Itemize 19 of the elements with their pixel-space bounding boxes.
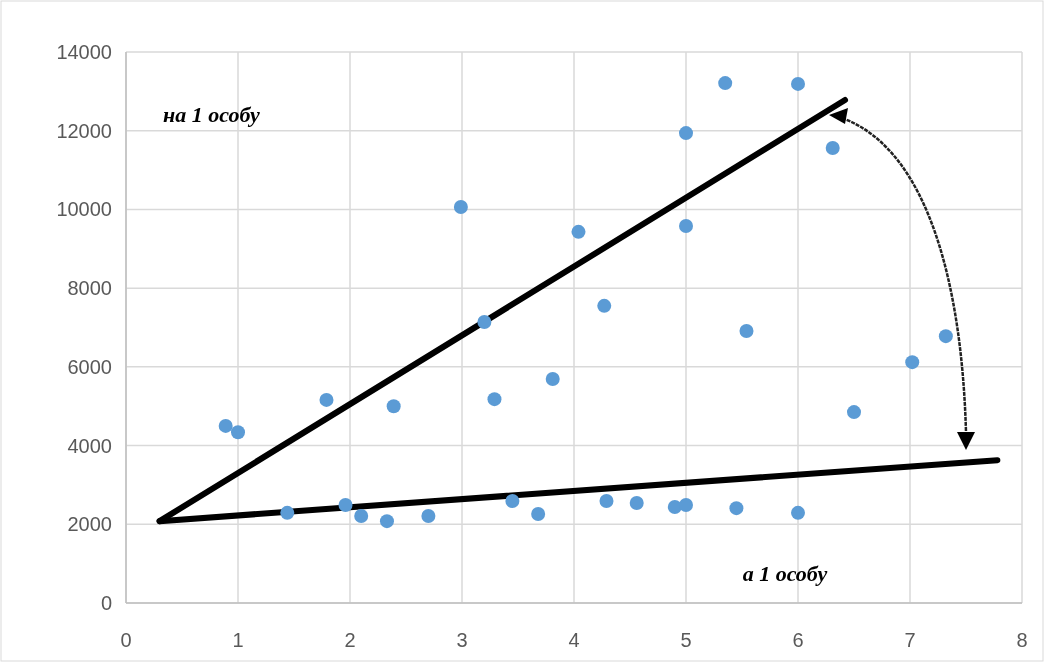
x-tick-label: 8: [1016, 629, 1028, 651]
x-tick-label: 6: [792, 629, 804, 651]
y-tick-label: 4000: [67, 434, 112, 457]
x-tick-label: 7: [904, 629, 916, 651]
x-tick-label: 4: [568, 629, 580, 651]
x-tick-label: 1: [232, 629, 244, 651]
annotation: на 1 особу: [163, 102, 261, 127]
y-tick-label: 12000: [56, 119, 112, 142]
annotation: а 1 особу: [742, 561, 828, 586]
y-tick-label: 6000: [67, 355, 112, 378]
y-tick-label: 14000: [56, 41, 112, 63]
y-tick-label: 10000: [56, 198, 112, 221]
y-tick-label: 0: [100, 592, 112, 614]
y-tick-label: 8000: [67, 277, 112, 300]
x-tick-label: 0: [120, 629, 132, 651]
x-tick-label: 3: [456, 629, 468, 651]
y-tick-label: 2000: [67, 513, 112, 536]
x-tick-label: 5: [680, 629, 692, 651]
x-tick-label: 2: [344, 629, 356, 651]
